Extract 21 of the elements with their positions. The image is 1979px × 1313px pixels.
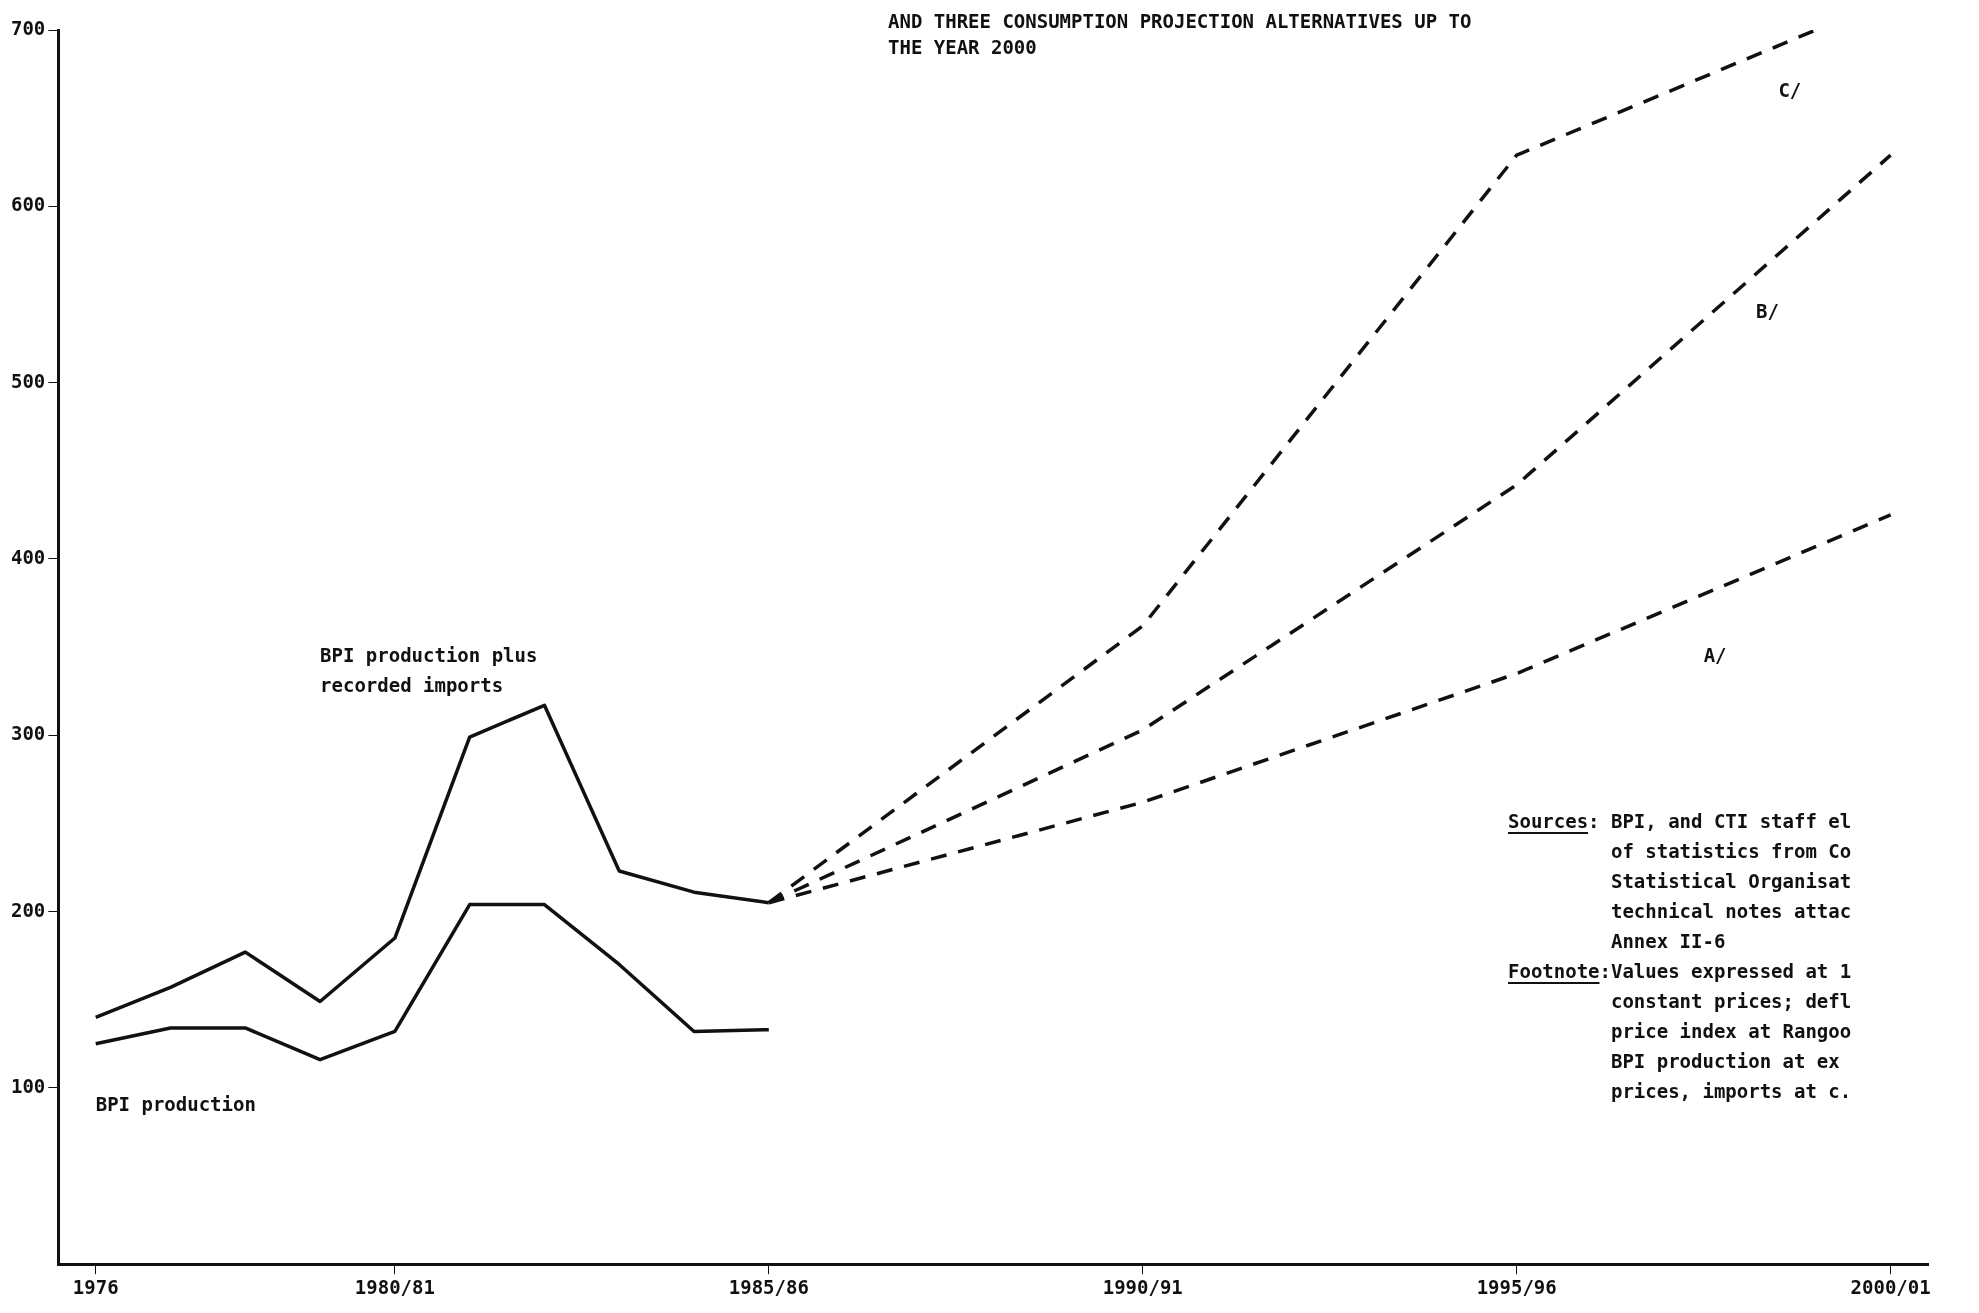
y-tick-label: 300 [10, 722, 46, 745]
y-tick-label: 400 [10, 545, 46, 568]
annotation: Sources: BPI, and CTI staff el of statistics from Co Statistical Organisat technical notes attac Annex II-6 [1508, 809, 1852, 954]
y-tick-label: 500 [10, 369, 46, 392]
series-label: B/ [1755, 299, 1779, 322]
series-label: BPI production plus recorded imports [320, 643, 538, 696]
annotation: Footnote:Values expressed at 1 constant prices; defl price index at Rangoo BPI production at ex prices, imports at c. [1508, 959, 1852, 1104]
series-label: C/ [1778, 79, 1802, 102]
x-tick-label: 1985/86 [728, 1275, 809, 1298]
x-tick-label: 2000/01 [1850, 1275, 1931, 1298]
text: BPI production [95, 1093, 256, 1116]
y-tick-label: 100 [10, 1074, 46, 1097]
x-tick-label: 1995/96 [1476, 1275, 1557, 1298]
y-tick-label: 600 [10, 193, 46, 216]
y-tick-label: 700 [10, 16, 46, 39]
y-tick-label: 200 [10, 898, 46, 921]
text: A/ [1703, 643, 1727, 666]
x-tick-label: 1990/91 [1102, 1275, 1183, 1298]
chart-title: AND THREE CONSUMPTION PROJECTION ALTERNATIVES UP TO THE YEAR 2000 [888, 10, 1472, 59]
x-tick-label: 1976 [72, 1275, 119, 1298]
x-tick-label: 1980/81 [354, 1275, 435, 1298]
